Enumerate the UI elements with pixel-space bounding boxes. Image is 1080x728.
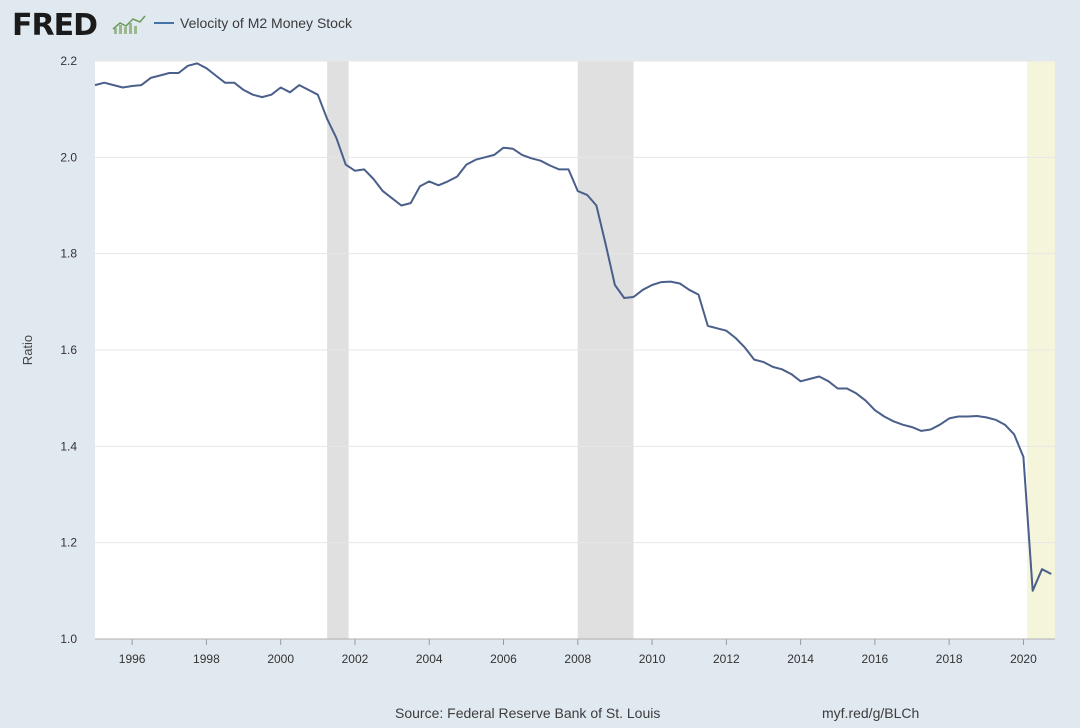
x-tick-label: 2016 [862, 652, 889, 666]
y-tick-label: 1.0 [60, 632, 77, 646]
source-note: Source: Federal Reserve Bank of St. Loui… [395, 705, 661, 721]
x-tick-label: 1998 [193, 652, 220, 666]
x-tick-label: 2006 [490, 652, 517, 666]
y-axis-ticks: 1.0 1.2 1.4 1.6 1.8 2.0 2.2 [60, 54, 77, 646]
legend-line-swatch [154, 22, 174, 24]
x-tick-label: 2002 [342, 652, 369, 666]
fred-graph-icon [112, 15, 146, 34]
x-tick-label: 2012 [713, 652, 740, 666]
line-chart: 1.0 1.2 1.4 1.6 1.8 2.0 2.2 1996 1998 2000 2002 20… [20, 54, 1055, 666]
series-layer [94, 62, 1052, 592]
y-tick-label: 1.4 [60, 439, 77, 453]
y-tick-label: 2.0 [60, 150, 77, 164]
y-tick-label: 1.6 [60, 343, 77, 357]
x-tick-label: 2014 [787, 652, 814, 666]
x-tick-label: 2004 [416, 652, 443, 666]
y-tick-label: 2.2 [60, 54, 77, 68]
x-tick-label: 2008 [564, 652, 591, 666]
x-tick-label: 2018 [936, 652, 963, 666]
chart-legend[interactable]: Velocity of M2 Money Stock [154, 15, 352, 31]
x-tick-label: 2000 [267, 652, 294, 666]
legend-label: Velocity of M2 Money Stock [180, 15, 352, 31]
x-tick-label: 2010 [639, 652, 666, 666]
x-tick-label: 2020 [1010, 652, 1037, 666]
short-link[interactable]: myf.red/g/BLCh [822, 705, 920, 721]
y-axis-label: Ratio [20, 335, 35, 365]
series-line-1 [94, 62, 1052, 592]
fred-logo: FRED [12, 8, 98, 43]
gridlines [95, 60, 1055, 640]
x-tick-label: 1996 [119, 652, 146, 666]
x-axis-ticks: 1996 1998 2000 2002 2004 2006 2008 2010 2012 2014… [95, 638, 1055, 666]
y-tick-label: 1.2 [60, 536, 77, 550]
y-tick-label: 1.8 [60, 247, 77, 261]
